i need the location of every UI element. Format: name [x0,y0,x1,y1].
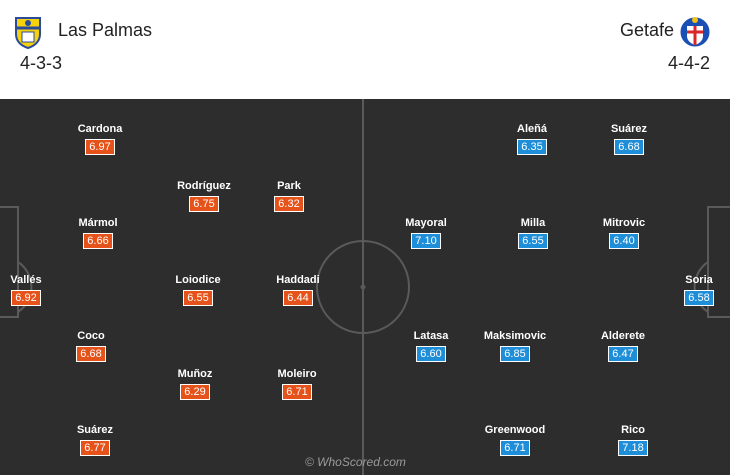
player-name: Rico [621,424,645,436]
player-name: Haddadi [276,274,320,286]
player-name: Vallés [10,274,42,286]
player-name: Mayoral [405,217,447,229]
player-name: Park [277,180,301,192]
player-rating: 6.55 [183,290,213,306]
home-player[interactable]: Coco 6.68 [46,330,136,362]
player-rating: 6.60 [416,346,446,362]
las-palmas-crest-icon [15,17,41,50]
player-rating: 6.55 [518,233,548,249]
player-rating: 6.68 [614,139,644,155]
player-name: Suárez [76,424,114,436]
player-rating: 6.75 [189,196,219,212]
home-player[interactable]: Cardona 6.97 [55,123,145,155]
match-header: Las Palmas 4-3-3 Getafe 4-4-2 [0,0,730,99]
player-rating: 7.10 [411,233,441,249]
home-player[interactable]: Vallés 6.92 [0,274,71,306]
player-rating: 6.92 [11,290,41,306]
player-name: Mármol [78,217,118,229]
player-name: Alderete [600,330,646,342]
away-player[interactable]: Rico 7.18 [588,424,678,456]
player-rating: 7.18 [618,440,648,456]
player-name: Latasa [413,330,449,342]
home-player[interactable]: Mármol 6.66 [53,217,143,249]
away-player[interactable]: Soria 6.58 [654,274,730,306]
player-rating: 6.35 [517,139,547,155]
home-player[interactable]: Rodríguez 6.75 [159,180,249,212]
player-name: Suárez [610,123,648,135]
player-rating: 6.77 [80,440,110,456]
player-name: Soria [685,274,713,286]
player-rating: 6.58 [684,290,714,306]
player-name: Moleiro [277,368,317,380]
away-player[interactable]: Mitrovic 6.40 [579,217,669,249]
home-player[interactable]: Muñoz 6.29 [150,368,240,400]
player-rating: 6.97 [85,139,115,155]
away-player[interactable]: Milla 6.55 [488,217,578,249]
home-player[interactable]: Suárez 6.77 [50,424,140,456]
player-name: Milla [520,217,546,229]
player-rating: 6.85 [500,346,530,362]
player-name: Greenwood [484,424,546,436]
player-name: Aleñá [517,123,547,135]
player-rating: 6.40 [609,233,639,249]
home-player[interactable]: Park 6.32 [244,180,334,212]
player-rating: 6.29 [180,384,210,400]
player-name: Cardona [77,123,123,135]
away-player[interactable]: Greenwood 6.71 [470,424,560,456]
player-rating: 6.71 [500,440,530,456]
player-name: Rodríguez [177,180,231,192]
home-player[interactable]: Loiodice 6.55 [153,274,243,306]
pitch: Vallés 6.92 Cardona 6.97 Mármol 6.66 Coc… [0,99,730,475]
player-rating: 6.68 [76,346,106,362]
away-player[interactable]: Aleñá 6.35 [487,123,577,155]
away-player[interactable]: Latasa 6.60 [386,330,476,362]
home-player[interactable]: Haddadi 6.44 [253,274,343,306]
home-formation: 4-3-3 [20,53,63,73]
player-rating: 6.47 [608,346,638,362]
player-rating: 6.44 [283,290,313,306]
away-player[interactable]: Suárez 6.68 [584,123,674,155]
whoscored-watermark: © WhoScored.com [305,455,406,469]
away-team-name[interactable]: Getafe [619,20,674,40]
player-name: Muñoz [177,368,213,380]
getafe-crest-icon [679,16,711,48]
away-player[interactable]: Maksimovic 6.85 [470,330,560,362]
home-player[interactable]: Moleiro 6.71 [252,368,342,400]
player-name: Coco [77,330,105,342]
pitch-markings [0,99,730,475]
player-name: Maksimovic [483,330,547,342]
player-name: Mitrovic [602,217,646,229]
player-rating: 6.66 [83,233,113,249]
away-formation: 4-4-2 [667,53,710,73]
player-name: Loiodice [175,274,221,286]
home-team-name[interactable]: Las Palmas [58,20,153,40]
away-player[interactable]: Mayoral 7.10 [381,217,471,249]
player-rating: 6.71 [282,384,312,400]
player-rating: 6.32 [274,196,304,212]
away-player[interactable]: Alderete 6.47 [578,330,668,362]
